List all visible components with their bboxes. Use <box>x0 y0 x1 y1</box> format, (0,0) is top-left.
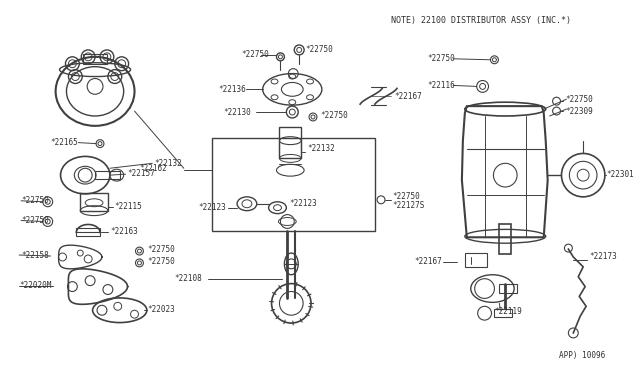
Text: *22116: *22116 <box>428 81 455 90</box>
Text: *22750: *22750 <box>305 45 333 54</box>
Text: *22167: *22167 <box>415 257 442 266</box>
Text: *22023: *22023 <box>147 305 175 314</box>
Text: *22130: *22130 <box>223 108 251 116</box>
Text: *22750: *22750 <box>147 257 175 266</box>
Text: *22136: *22136 <box>218 85 246 94</box>
Text: *22750: *22750 <box>320 110 348 119</box>
Text: *22157: *22157 <box>127 169 156 178</box>
Text: *22750: *22750 <box>241 50 269 60</box>
Text: *22309: *22309 <box>565 106 593 116</box>
Text: *22301: *22301 <box>607 170 635 179</box>
Bar <box>83 54 107 64</box>
Text: *22123: *22123 <box>198 203 227 212</box>
Text: *22158: *22158 <box>21 250 49 260</box>
Bar <box>465 253 486 267</box>
Bar <box>280 127 301 158</box>
Text: NOTE) 22100 DISTRIBUTOR ASSY (INC.*): NOTE) 22100 DISTRIBUTOR ASSY (INC.*) <box>391 16 571 25</box>
Bar <box>212 138 375 231</box>
Text: *22162: *22162 <box>140 164 167 173</box>
Text: *22750: *22750 <box>428 54 455 63</box>
Text: *22750: *22750 <box>147 245 175 254</box>
Bar <box>499 224 511 254</box>
Text: *22115: *22115 <box>115 202 143 211</box>
Text: *22167: *22167 <box>394 92 422 101</box>
Text: *22123: *22123 <box>289 199 317 208</box>
Text: *22119: *22119 <box>495 307 522 316</box>
Bar <box>95 171 120 179</box>
Bar <box>76 228 100 236</box>
Bar <box>499 283 517 294</box>
Text: *22750: *22750 <box>392 192 420 201</box>
Text: *22132: *22132 <box>307 144 335 153</box>
Bar <box>80 193 108 211</box>
Text: *22173: *22173 <box>589 253 617 262</box>
Text: *22163: *22163 <box>110 227 138 236</box>
Text: *22127S: *22127S <box>392 201 424 210</box>
Text: *22165: *22165 <box>51 138 78 147</box>
Text: *22750: *22750 <box>21 196 49 205</box>
Text: *22750: *22750 <box>21 216 49 225</box>
Text: *22108: *22108 <box>174 274 202 283</box>
Bar <box>495 309 512 317</box>
Text: *22020M: *22020M <box>19 281 51 290</box>
Text: APP) 10096: APP) 10096 <box>559 351 605 360</box>
Text: *22132: *22132 <box>154 159 182 168</box>
Text: *22750: *22750 <box>565 95 593 104</box>
